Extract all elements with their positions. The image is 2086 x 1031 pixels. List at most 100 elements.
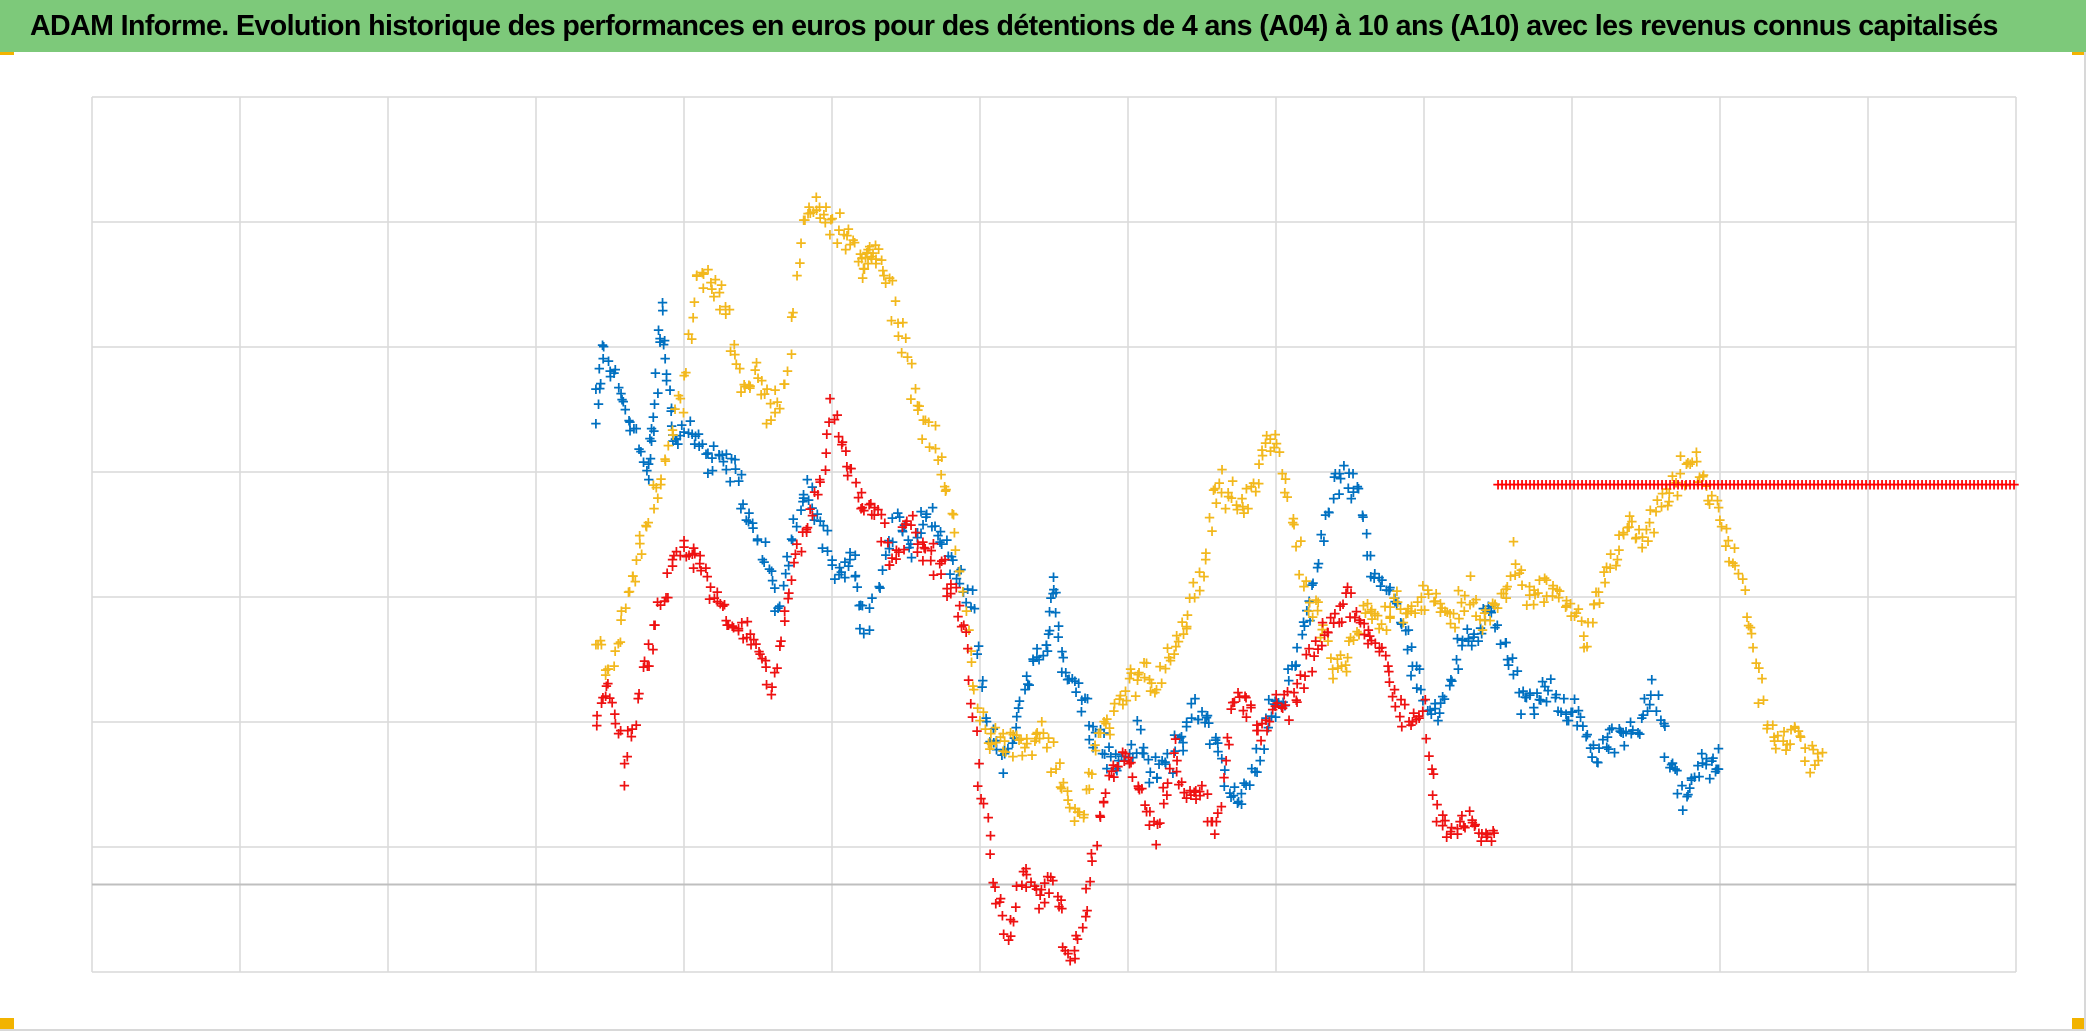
series-3-point: + bbox=[1572, 476, 1585, 494]
series-0-point: + bbox=[1456, 637, 1469, 655]
series-1-point: + bbox=[769, 404, 782, 422]
series-0-point: + bbox=[858, 625, 871, 643]
series-2-point: + bbox=[912, 535, 925, 553]
series-1-point: + bbox=[1592, 583, 1605, 601]
series-0-point: + bbox=[616, 391, 629, 409]
series-1-point: + bbox=[1604, 559, 1617, 577]
series-1-point: + bbox=[1199, 550, 1212, 568]
series-3-point: + bbox=[1892, 476, 1905, 494]
series-0-point: + bbox=[1685, 771, 1698, 789]
series-3-point: + bbox=[1840, 476, 1853, 494]
series-0-point: + bbox=[1506, 649, 1519, 667]
series-3-point: + bbox=[1900, 476, 1913, 494]
series-3-point: + bbox=[1836, 476, 1849, 494]
series-1-point: + bbox=[1150, 681, 1163, 699]
series-0-point: + bbox=[1696, 754, 1709, 772]
series-1-point: + bbox=[769, 381, 782, 399]
series-2-point: + bbox=[1451, 825, 1464, 843]
series-0-point: + bbox=[670, 430, 683, 448]
series-3-point: + bbox=[1808, 476, 1821, 494]
series-1-point: + bbox=[755, 385, 768, 403]
series-2-point: + bbox=[1294, 666, 1307, 684]
series-1-point: + bbox=[1219, 500, 1232, 518]
series-0-point: + bbox=[1282, 660, 1295, 678]
series-2-point: + bbox=[1112, 758, 1125, 776]
series-0-point: + bbox=[1712, 739, 1725, 757]
series-0-point: + bbox=[1700, 755, 1713, 773]
series-0-point: + bbox=[1072, 674, 1085, 692]
series-0-point: + bbox=[702, 444, 715, 462]
series-3-point: + bbox=[1820, 476, 1833, 494]
series-2-point: + bbox=[1055, 891, 1068, 909]
series-0-point: + bbox=[1601, 738, 1614, 756]
series-0-point: + bbox=[1275, 696, 1288, 714]
series-0-point: + bbox=[1142, 751, 1155, 769]
series-2-point: + bbox=[1059, 941, 1072, 959]
series-1-point: + bbox=[1500, 589, 1513, 607]
series-1-point: + bbox=[1799, 752, 1812, 770]
series-3-point: + bbox=[1616, 476, 1629, 494]
series-2-point: + bbox=[1334, 597, 1347, 615]
series-0-point: + bbox=[1177, 733, 1190, 751]
series-1-point: + bbox=[1804, 764, 1817, 782]
series-0-point: + bbox=[1603, 720, 1616, 738]
frame-right-edge bbox=[2084, 52, 2086, 1031]
series-0-point: + bbox=[1614, 722, 1627, 740]
series-1-point: + bbox=[1293, 565, 1306, 583]
series-0-point: + bbox=[990, 732, 1003, 750]
series-2-point: + bbox=[1206, 812, 1219, 830]
series-1-point: + bbox=[804, 204, 817, 222]
series-1-point: + bbox=[1715, 518, 1728, 536]
series-0-point: + bbox=[624, 422, 637, 440]
series-0-point: + bbox=[1369, 565, 1382, 583]
series-0-point: + bbox=[1389, 593, 1402, 611]
series-1-point: + bbox=[1551, 581, 1564, 599]
series-3-point: + bbox=[1508, 476, 1521, 494]
series-0-point: + bbox=[816, 539, 829, 557]
series-0-point: + bbox=[806, 499, 819, 517]
series-1-point: + bbox=[1069, 799, 1082, 817]
series-0-point: + bbox=[790, 518, 803, 536]
series-1-point: + bbox=[1222, 487, 1235, 505]
series-0-point: + bbox=[1303, 592, 1316, 610]
series-3-point: + bbox=[1648, 476, 1661, 494]
series-1-point: + bbox=[1714, 511, 1727, 529]
series-0-point: + bbox=[1210, 729, 1223, 747]
series-0-point: + bbox=[1169, 742, 1182, 760]
series-2-point: + bbox=[1209, 825, 1222, 843]
series-2-point: + bbox=[865, 495, 878, 513]
series-2-point: + bbox=[1144, 802, 1157, 820]
series-1-point: + bbox=[1225, 489, 1238, 507]
series-2-point: + bbox=[641, 657, 654, 675]
series-1-point: + bbox=[965, 653, 978, 671]
series-1-point: + bbox=[634, 535, 647, 553]
series-3-point: + bbox=[1932, 476, 1945, 494]
series-1-point: + bbox=[936, 448, 949, 466]
series-3-point: + bbox=[1688, 476, 1701, 494]
series-0-point: + bbox=[1681, 788, 1694, 806]
series-1-point: + bbox=[1216, 461, 1229, 479]
series-0-point: + bbox=[674, 427, 687, 445]
series-0-point: + bbox=[1175, 728, 1188, 746]
series-3-point: + bbox=[1748, 476, 1761, 494]
series-2-point: + bbox=[1239, 687, 1252, 705]
series-2-point: + bbox=[721, 616, 734, 634]
series-0-point: + bbox=[654, 329, 667, 347]
series-1-point: + bbox=[865, 250, 878, 268]
series-3-point: + bbox=[1844, 476, 1857, 494]
series-2-point: + bbox=[1038, 874, 1051, 892]
series-2-point: + bbox=[1097, 794, 1110, 812]
series-0-point: + bbox=[1277, 693, 1290, 711]
series-0-point: + bbox=[1250, 740, 1263, 758]
series-2-point: + bbox=[872, 501, 885, 519]
series-1-point: + bbox=[713, 284, 726, 302]
series-0-point: + bbox=[1123, 744, 1136, 762]
series-1-point: + bbox=[615, 602, 628, 620]
series-3-point: + bbox=[1804, 476, 1817, 494]
series-1-point: + bbox=[795, 234, 808, 252]
series-1-point: + bbox=[1501, 578, 1514, 596]
series-0-point: + bbox=[1042, 625, 1055, 643]
series-0-point: + bbox=[1625, 724, 1638, 742]
series-1-point: + bbox=[1572, 600, 1585, 618]
series-0-point: + bbox=[1144, 763, 1157, 781]
